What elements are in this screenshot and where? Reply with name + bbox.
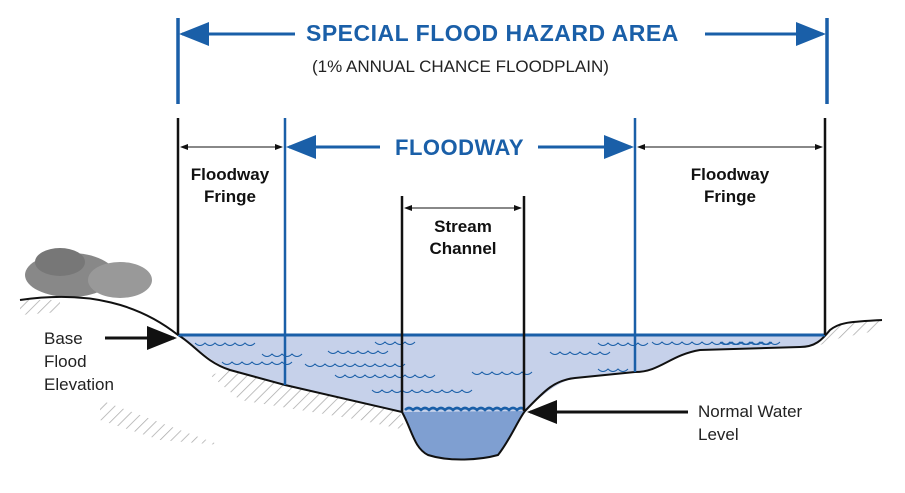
ground-hatch xyxy=(210,370,405,430)
diagram-title: SPECIAL FLOOD HAZARD AREA xyxy=(306,20,679,46)
stream-channel-label: Stream Channel xyxy=(413,216,513,260)
label-line: Stream xyxy=(434,217,492,236)
flood-water xyxy=(178,335,825,412)
label-line: Fringe xyxy=(204,187,256,206)
floodway-label: FLOODWAY xyxy=(395,135,525,160)
normal-water-level-label: Normal Water Level xyxy=(698,400,802,446)
channel-water xyxy=(402,411,525,459)
label-line: Fringe xyxy=(704,187,756,206)
tree-illustration xyxy=(25,248,152,298)
label-line: Channel xyxy=(429,239,497,258)
label-line: Normal Water xyxy=(698,402,803,421)
floodway-fringe-right-label: Floodway Fringe xyxy=(680,164,780,208)
label-line: Floodway xyxy=(690,165,770,184)
label-line: Floodway xyxy=(190,165,270,184)
diagram-subtitle: (1% ANNUAL CHANCE FLOODPLAIN) xyxy=(312,57,609,76)
base-flood-elevation-label: Base Flood Elevation xyxy=(44,327,114,396)
label-line: Base xyxy=(44,329,83,348)
label-line: Elevation xyxy=(44,375,114,394)
label-line: Level xyxy=(698,425,739,444)
floodway-fringe-left-label: Floodway Fringe xyxy=(180,164,280,208)
label-line: Flood xyxy=(44,352,87,371)
water-waves xyxy=(194,341,781,412)
